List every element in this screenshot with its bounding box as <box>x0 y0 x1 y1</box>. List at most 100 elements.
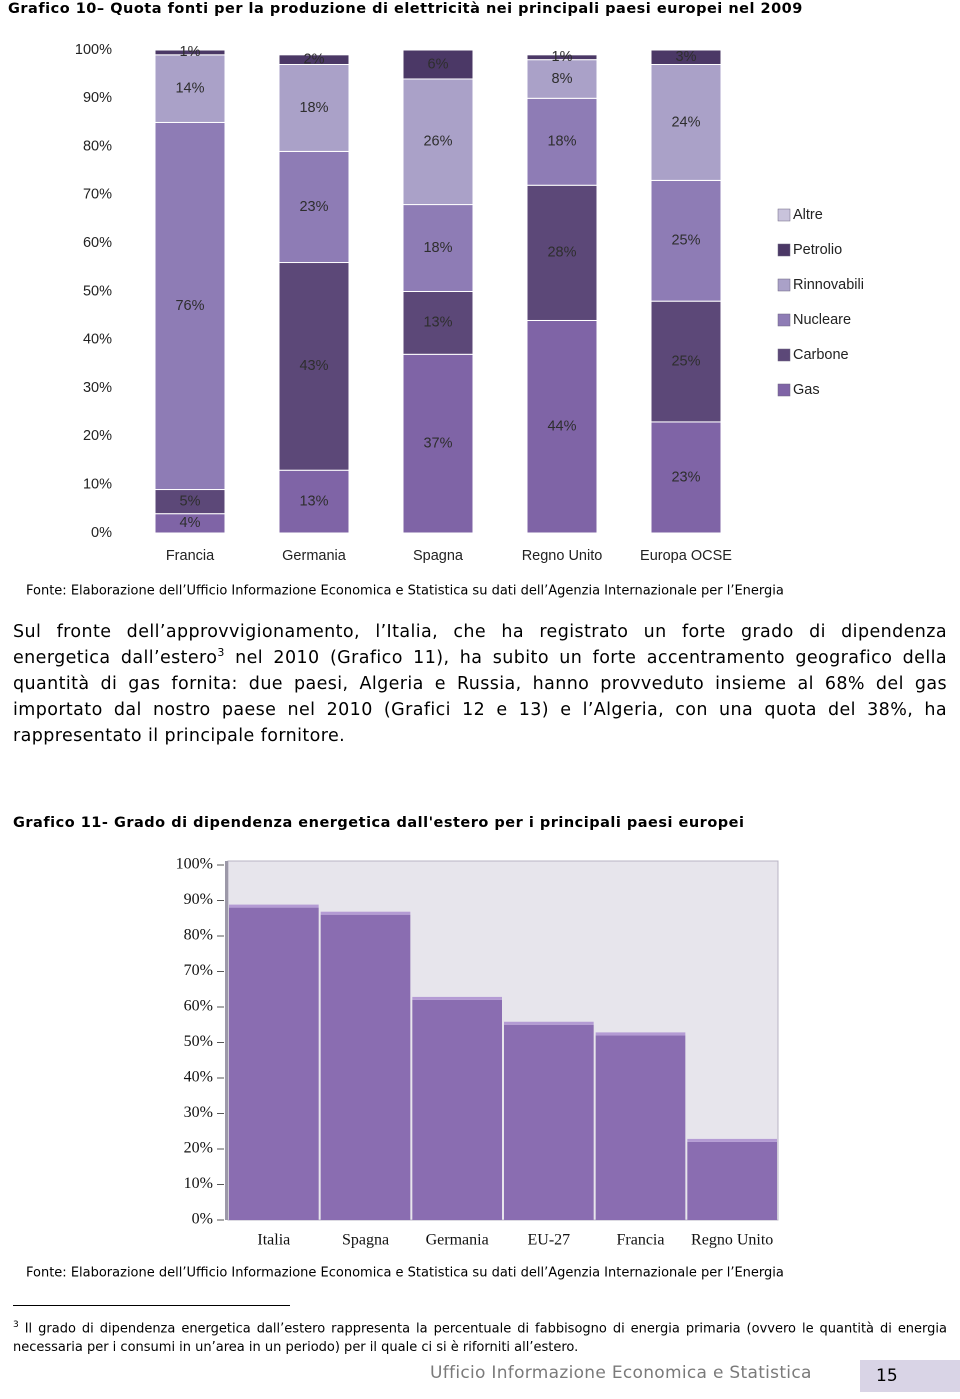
x-tick-label: Germania <box>426 1232 489 1249</box>
bar <box>229 907 319 1220</box>
y-tick-label: 100% <box>176 856 213 873</box>
data-label: 43% <box>299 358 328 374</box>
y-tick-label: 100% <box>75 42 112 58</box>
bar-segment <box>402 291 474 355</box>
bar-segment <box>526 59 598 99</box>
legend-label: Nucleare <box>793 312 851 328</box>
chart-title: Grafico 10– Quota fonti per la produzion… <box>8 1 803 17</box>
data-label: 2% <box>304 51 325 67</box>
footer-office: Ufficio Informazione Economica e Statist… <box>430 1363 812 1383</box>
y-tick-label: 90% <box>83 90 112 106</box>
y-tick-label: 60% <box>83 235 112 251</box>
bar-segment <box>278 150 350 264</box>
y-tick-label: 20% <box>184 1140 213 1157</box>
text: nel 2010 (Grafico 11), ha subito un fort… <box>13 648 947 746</box>
text: Sul fronte dell’approvvigionamento, l’It… <box>13 622 947 668</box>
bar-segment <box>650 179 722 302</box>
chart-title: Grafico 11- Grado di dipendenza energeti… <box>13 815 744 831</box>
data-label: 28% <box>547 245 576 261</box>
bar-segment <box>278 469 350 534</box>
data-label: 44% <box>547 419 576 435</box>
x-tick-label: Regno Unito <box>691 1232 773 1249</box>
bar-segment <box>278 54 350 65</box>
footnote-text: Il grado di dipendenza energetica dall’e… <box>13 1321 947 1356</box>
x-tick-label: Spagna <box>342 1232 389 1249</box>
data-label: 25% <box>671 233 700 249</box>
legend-swatch <box>777 313 791 327</box>
bar-top <box>320 911 411 915</box>
x-tick-label: Europa OCSE <box>640 548 732 564</box>
y-tick-label: 10% <box>83 477 112 493</box>
legend-swatch <box>777 383 791 397</box>
legend-label: Altre <box>793 207 823 223</box>
data-label: 23% <box>299 199 328 215</box>
data-label: 18% <box>547 134 576 150</box>
bar-segment <box>650 49 722 65</box>
data-label: 13% <box>423 315 452 331</box>
chart-source: Fonte: Elaborazione dell’Ufficio Informa… <box>26 1266 784 1281</box>
data-label: 4% <box>180 515 201 531</box>
body-text: Sul fronte dell’approvvigionamento, l’It… <box>13 619 947 749</box>
bar <box>504 1024 594 1220</box>
y-tick-label: 40% <box>184 1069 213 1086</box>
y-tick-label: 70% <box>83 187 112 203</box>
bar-segment <box>650 421 722 534</box>
footnote-number: 3 <box>13 1320 19 1330</box>
data-label: 18% <box>423 240 452 256</box>
bar-top <box>687 1138 777 1142</box>
x-tick-label: Regno Unito <box>522 548 603 564</box>
y-tick-label: 30% <box>83 380 112 396</box>
bar-segment <box>526 97 598 186</box>
bar <box>320 914 411 1220</box>
x-tick-label: EU-27 <box>528 1232 571 1249</box>
y-tick-label: 40% <box>83 332 112 348</box>
data-label: 13% <box>299 493 328 509</box>
data-label: 14% <box>175 80 204 96</box>
bar-segment <box>650 300 722 423</box>
x-tick-label: Germania <box>282 548 347 564</box>
bar <box>687 1141 777 1220</box>
y-tick-label: 80% <box>184 927 213 944</box>
y-tick-label: 60% <box>184 998 213 1015</box>
bar-segment <box>526 184 598 321</box>
data-label: 1% <box>552 49 573 65</box>
y-tick-label: 50% <box>83 283 112 299</box>
bar-top <box>229 904 319 908</box>
x-tick-label: Francia <box>617 1232 665 1249</box>
data-label: 26% <box>423 134 452 150</box>
footnote: 3 Il grado di dipendenza energetica dall… <box>13 1316 947 1357</box>
bar-top <box>504 1021 594 1025</box>
data-label: 8% <box>552 71 573 87</box>
footnote-rule <box>13 1305 290 1306</box>
y-tick-label: 70% <box>184 962 213 979</box>
legend-label: Petrolio <box>793 242 842 258</box>
bar <box>595 1035 686 1220</box>
bar-segment <box>154 121 226 491</box>
bar-top <box>412 996 502 1000</box>
data-label: 24% <box>671 114 700 130</box>
plot-area <box>227 860 779 1221</box>
bar-segment <box>402 353 474 534</box>
data-label: 1% <box>180 44 201 60</box>
legend-label: Gas <box>793 382 820 398</box>
plot-wall <box>225 861 228 1220</box>
y-tick-label: 90% <box>184 891 213 908</box>
x-tick-label: Italia <box>257 1232 290 1249</box>
legend-swatch <box>777 243 791 257</box>
data-label: 37% <box>423 435 452 451</box>
bar-segment <box>154 54 226 123</box>
note-ref: 3 <box>217 646 225 660</box>
data-label: 6% <box>428 56 449 72</box>
y-tick-label: 20% <box>83 428 112 444</box>
bar-segment <box>402 204 474 292</box>
data-label: 18% <box>299 100 328 116</box>
chart-source: Fonte: Elaborazione dell’Ufficio Informa… <box>26 584 784 599</box>
data-label: 76% <box>175 298 204 314</box>
legend-swatch <box>777 348 791 362</box>
data-label: 5% <box>180 493 201 509</box>
bar-segment <box>278 262 350 471</box>
bar-segment <box>402 78 474 206</box>
x-tick-label: Spagna <box>413 548 464 564</box>
